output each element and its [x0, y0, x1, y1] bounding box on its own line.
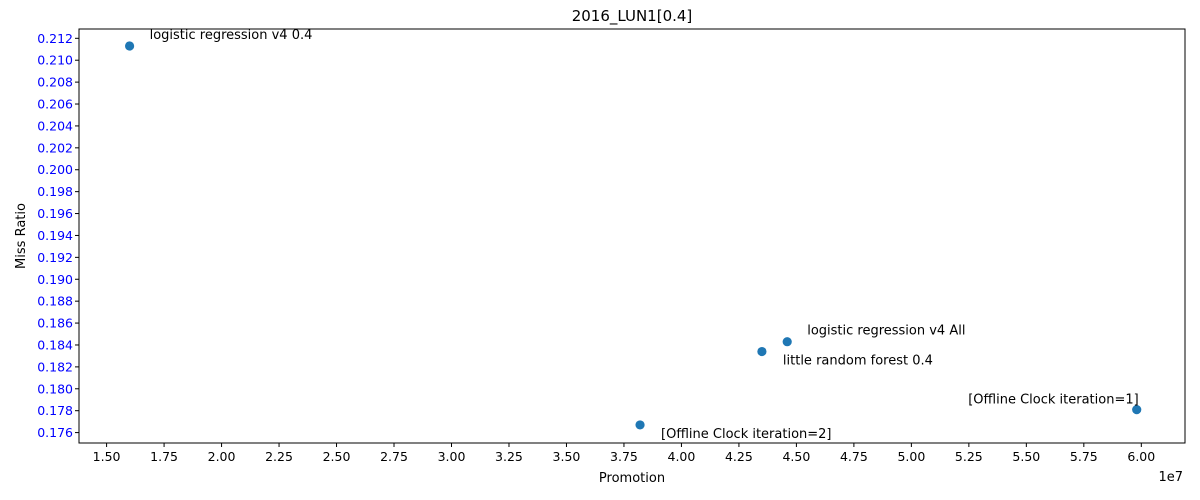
- y-tick-label: 0.200: [37, 162, 73, 177]
- x-tick-label: 4.25: [725, 449, 753, 464]
- x-tick-label: 5.00: [897, 449, 925, 464]
- x-tick-label: 2.25: [265, 449, 293, 464]
- y-axis-label: Miss Ratio: [14, 203, 29, 269]
- data-point: [635, 420, 645, 430]
- y-tick-label: 0.176: [37, 425, 73, 440]
- x-tick-label: 5.75: [1070, 449, 1098, 464]
- x-tick-label: 1.50: [93, 449, 121, 464]
- y-axis-ticks: 0.176 0.178 0.180 0.182 0.184 0.186 0.188 0.190…: [37, 31, 79, 440]
- y-tick-label: 0.208: [37, 75, 73, 90]
- y-tick-label: 0.196: [37, 206, 73, 221]
- x-tick-label: 5.25: [955, 449, 983, 464]
- y-tick-label: 0.192: [37, 250, 73, 265]
- y-tick-label: 0.198: [37, 184, 73, 199]
- y-tick-label: 0.186: [37, 316, 73, 331]
- y-tick-label: 0.210: [37, 53, 73, 68]
- chart-title: 2016_LUN1[0.4]: [572, 7, 693, 26]
- y-tick-label: 0.212: [37, 31, 73, 46]
- x-tick-label: 3.25: [495, 449, 523, 464]
- x-tick-label: 4.50: [782, 449, 810, 464]
- point-annotations: logistic regression v4 0.4 logistic regre…: [150, 28, 1139, 442]
- data-point: [782, 337, 792, 347]
- data-points: [124, 41, 1142, 430]
- y-tick-label: 0.206: [37, 97, 73, 112]
- point-label: little random forest 0.4: [783, 354, 933, 369]
- plot-area: [78, 28, 1186, 444]
- y-tick-label: 0.202: [37, 140, 73, 155]
- y-tick-label: 0.182: [37, 359, 73, 374]
- x-tick-label: 4.75: [840, 449, 868, 464]
- x-axis-offset-label: 1e7: [1158, 470, 1183, 485]
- x-tick-label: 4.00: [668, 449, 696, 464]
- data-point: [124, 41, 135, 51]
- y-tick-label: 0.194: [37, 228, 73, 243]
- x-axis-ticks: 1.50 1.75 2.00 2.25 2.50 2.75 3.00 3.25 3.50 3.75…: [93, 443, 1155, 464]
- y-tick-label: 0.180: [37, 381, 73, 396]
- data-point: [757, 346, 767, 357]
- x-tick-label: 1.75: [150, 449, 178, 464]
- point-label: [Offline Clock iteration=2]: [661, 427, 831, 442]
- point-label: [Offline Clock iteration=1]: [968, 393, 1138, 408]
- x-tick-label: 3.50: [553, 449, 581, 464]
- x-tick-label: 6.00: [1127, 449, 1155, 464]
- x-tick-label: 2.00: [208, 449, 236, 464]
- x-axis-label: Promotion: [599, 471, 665, 486]
- x-tick-label: 3.75: [610, 449, 638, 464]
- x-tick-label: 3.00: [438, 449, 466, 464]
- x-tick-label: 2.50: [323, 449, 351, 464]
- x-tick-label: 5.50: [1012, 449, 1040, 464]
- y-tick-label: 0.178: [37, 403, 73, 418]
- point-label: logistic regression v4 0.4: [150, 28, 313, 43]
- point-label: logistic regression v4 All: [807, 324, 965, 339]
- y-tick-label: 0.188: [37, 294, 73, 309]
- data-point: [1132, 404, 1142, 415]
- y-tick-label: 0.184: [37, 337, 73, 352]
- x-tick-label: 2.75: [380, 449, 408, 464]
- y-tick-label: 0.204: [37, 118, 73, 133]
- y-tick-label: 0.190: [37, 272, 73, 287]
